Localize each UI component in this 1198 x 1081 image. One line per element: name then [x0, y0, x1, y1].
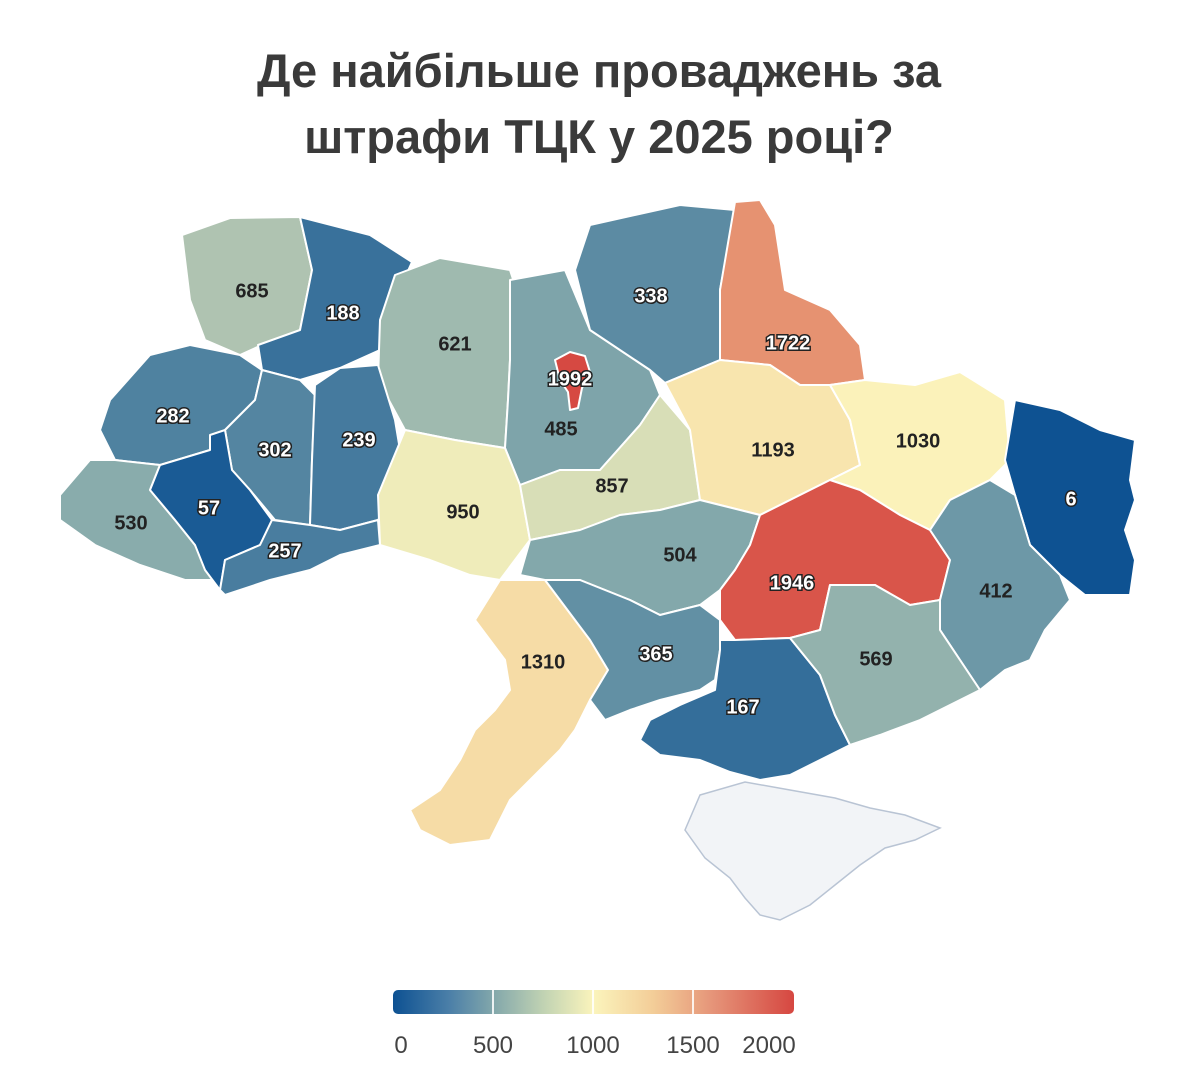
region-kyiv-city[interactable] [554, 351, 591, 411]
legend-label-500: 500 [472, 1032, 514, 1059]
label-ternopil: 302 [258, 439, 291, 461]
label-dnipropetrovsk: 1946 [770, 572, 815, 594]
label-mykolaiv: 365 [639, 643, 672, 665]
legend-label-2000: 2000 [742, 1032, 796, 1059]
page-title-line-2: штрафи ТЦК у 2025 році? [304, 109, 894, 163]
label-kyiv-city: 1992 [548, 368, 593, 390]
label-rivne: 188 [326, 302, 359, 324]
label-kyiv-oblast: 485 [544, 418, 577, 440]
label-donetsk: 412 [979, 580, 1012, 602]
label-kharkiv: 1030 [896, 430, 941, 452]
region-mykolaiv[interactable] [544, 579, 721, 721]
color-legend: 0 500 1000 1500 2000 [393, 990, 796, 1059]
label-luhansk: 6 [1065, 488, 1076, 510]
label-sumy: 1722 [766, 332, 811, 354]
legend-tick-mark [692, 990, 694, 1014]
label-cherkasy: 857 [595, 475, 628, 497]
label-khmelnytskyi: 239 [342, 429, 375, 451]
legend-label-1500: 1500 [666, 1032, 720, 1059]
region-chernivtsi[interactable] [219, 519, 381, 596]
label-zaporizhzhia: 569 [859, 648, 892, 670]
label-zhytomyr: 621 [438, 333, 471, 355]
label-kherson: 167 [726, 696, 759, 718]
label-volyn: 685 [235, 280, 268, 302]
label-lviv: 282 [156, 405, 189, 427]
label-vinnytsia: 950 [446, 501, 479, 523]
title-block: Де найбільше проваджень за штрафи ТЦК у … [0, 38, 1198, 170]
legend-label-1000: 1000 [566, 1032, 620, 1059]
page-title-line-1: Де найбільше проваджень за [256, 44, 941, 97]
legend-tick-mark [592, 990, 594, 1014]
legend-label-0: 0 [394, 1032, 408, 1059]
region-zaporizhzhia[interactable] [789, 584, 981, 746]
label-chernivtsi: 257 [268, 540, 301, 562]
label-zakarpattia: 530 [114, 512, 147, 534]
label-chernihiv: 338 [634, 285, 667, 307]
region-sumy[interactable] [719, 199, 866, 386]
legend-tick-mark [492, 990, 494, 1014]
label-ivano-frankivsk: 57 [198, 497, 220, 519]
region-crimea [684, 781, 942, 921]
legend-color-bar [393, 990, 794, 1014]
label-kirovohrad: 504 [663, 544, 697, 566]
label-odesa: 1310 [521, 651, 566, 673]
region-rivne[interactable] [257, 216, 413, 381]
label-poltava: 1193 [751, 439, 794, 461]
